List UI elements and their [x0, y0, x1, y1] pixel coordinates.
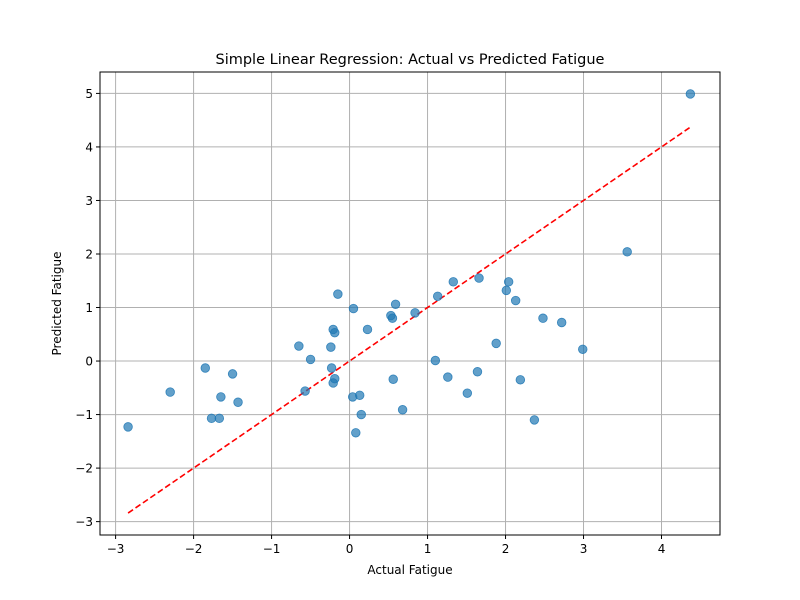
data-point: [216, 392, 226, 402]
y-tick-label: −2: [75, 462, 93, 476]
data-point: [474, 273, 484, 283]
y-axis-ticks: −3 −2 −1 0 1 2 3 4 5: [75, 87, 100, 529]
x-tick-label: 4: [658, 542, 666, 556]
data-point: [510, 295, 521, 306]
y-tick-label: 4: [85, 140, 93, 154]
data-point: [685, 89, 696, 99]
data-point: [503, 277, 514, 287]
data-point: [443, 372, 453, 382]
data-point: [472, 367, 483, 377]
data-point: [326, 363, 337, 373]
x-tick-label: 0: [346, 542, 354, 556]
data-point: [578, 344, 588, 354]
data-point: [556, 317, 567, 328]
x-axis-label: Actual Fatigue: [367, 563, 452, 577]
grid: [100, 72, 720, 535]
y-axis-label: Predicted Fatigue: [50, 252, 64, 356]
data-point: [214, 413, 225, 424]
data-point: [622, 247, 632, 257]
data-point: [348, 303, 359, 314]
data-point: [330, 327, 340, 338]
x-tick-label: −3: [107, 542, 125, 556]
data-point: [410, 308, 420, 318]
data-point: [123, 422, 133, 432]
data-point: [538, 313, 548, 323]
x-tick-label: −2: [185, 542, 203, 556]
y-tick-label: −1: [75, 408, 93, 422]
data-point: [300, 386, 310, 396]
data-point: [501, 285, 512, 296]
data-point: [388, 374, 398, 384]
x-tick-label: −1: [263, 542, 281, 556]
data-point: [351, 428, 361, 438]
data-point: [305, 354, 316, 365]
data-point: [206, 413, 217, 424]
y-tick-label: 1: [85, 301, 93, 315]
identity-line: [127, 127, 691, 514]
y-tick-label: −3: [75, 515, 93, 529]
reference-line-group: [127, 127, 691, 514]
y-tick-label: 3: [85, 194, 93, 208]
data-point: [330, 374, 340, 384]
data-point: [515, 375, 526, 385]
data-point: [430, 355, 441, 366]
x-tick-label: 2: [502, 542, 510, 556]
data-point: [462, 388, 473, 398]
chart-title: Simple Linear Regression: Actual vs Pred…: [216, 52, 605, 68]
data-point: [333, 289, 343, 299]
plot-frame: [99, 71, 721, 536]
x-tick-label: 3: [580, 542, 588, 556]
x-axis-ticks: −3 −2 −1 0 1 2 3 4: [107, 535, 666, 556]
data-point: [387, 313, 398, 323]
y-tick-label: 5: [85, 87, 93, 101]
data-point: [294, 341, 304, 351]
data-point: [362, 324, 373, 335]
data-point: [390, 299, 401, 310]
data-point: [356, 409, 366, 420]
data-point: [432, 291, 443, 301]
data-point: [200, 363, 210, 373]
data-point: [233, 397, 243, 407]
data-point: [326, 342, 336, 352]
data-point: [397, 405, 408, 415]
y-tick-label: 2: [85, 247, 93, 261]
x-tick-label: 1: [424, 542, 432, 556]
data-point: [227, 369, 238, 379]
data-point: [448, 277, 458, 287]
y-tick-label: 0: [85, 355, 93, 369]
data-point: [491, 338, 501, 349]
data-point: [354, 390, 365, 400]
data-points: [123, 89, 696, 438]
data-point: [165, 387, 175, 397]
data-point: [529, 415, 540, 425]
